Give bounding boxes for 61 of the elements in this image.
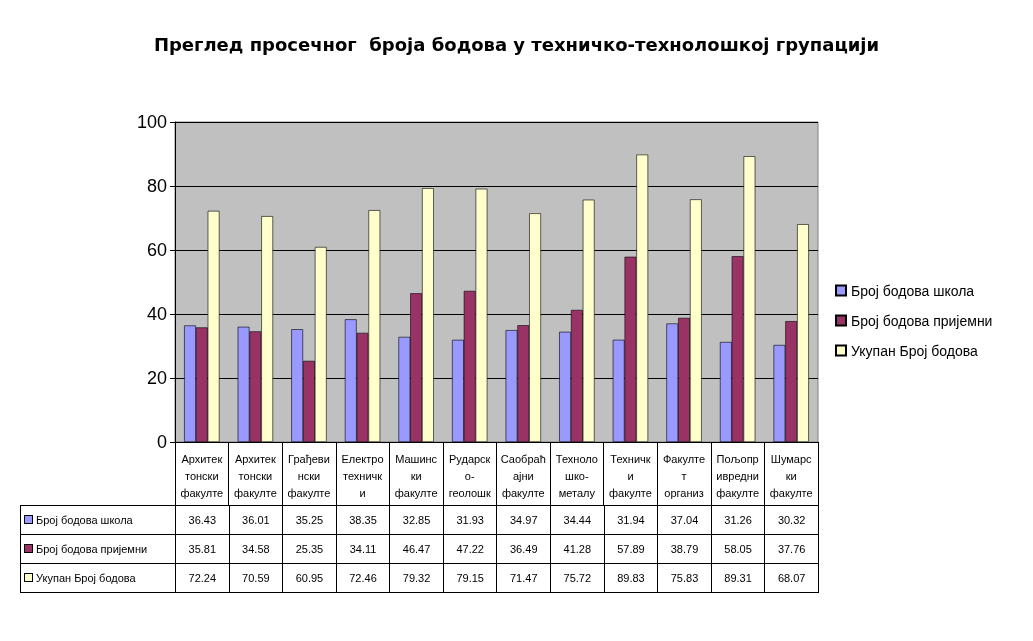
x-tick-label: Електро техничк и <box>341 452 384 499</box>
y-tick-label: 20 <box>146 368 167 388</box>
data-label: 41.28 <box>550 534 605 564</box>
x-tick-label: Техничк и факулте <box>609 452 652 499</box>
x-tick-label: Грађеви нски факулте <box>287 452 331 499</box>
data-label: 34.58 <box>229 534 283 564</box>
y-tick-label: 80 <box>146 176 167 196</box>
data-label: 30.32 <box>764 505 819 535</box>
data-label: 89.31 <box>711 563 765 593</box>
data-label: 35.25 <box>282 505 337 535</box>
data-label: 35.81 <box>175 534 230 564</box>
data-label: 36.43 <box>175 505 230 535</box>
data-label: 34.97 <box>496 505 551 535</box>
data-label: 37.04 <box>657 505 712 535</box>
data-label: 57.89 <box>604 534 658 564</box>
y-tick-label: 60 <box>146 240 167 260</box>
data-label: 47.22 <box>443 534 497 564</box>
data-label: 72.46 <box>336 563 390 593</box>
text: Број бодова школа <box>36 514 133 526</box>
x-tick-label: Факулте т организ <box>662 452 706 499</box>
data-label: 34.11 <box>336 534 390 564</box>
data-label: 71.47 <box>496 563 551 593</box>
data-label: 68.07 <box>764 563 819 593</box>
data-label: 79.15 <box>443 563 497 593</box>
data-label: 58.05 <box>711 534 765 564</box>
text: Укупан Број бодова <box>36 572 136 584</box>
x-tick-label: Машинс ки факулте <box>394 452 438 499</box>
data-label: 34.44 <box>550 505 605 535</box>
data-label: 46.47 <box>389 534 444 564</box>
data-label: 89.83 <box>604 563 658 593</box>
data-label: 32.85 <box>389 505 444 535</box>
data-label: 38.35 <box>336 505 390 535</box>
x-tick-label: Рударск о- геолошк <box>448 452 491 499</box>
text: Број бодова пријемни <box>36 543 148 555</box>
data-label: 25.35 <box>282 534 337 564</box>
legend-label: Број бодова пријемни <box>851 312 993 329</box>
chart-title: Преглед просечног броја бодова у техничко-технолошкој групацији <box>153 33 880 55</box>
data-label: 75.72 <box>550 563 605 593</box>
data-label: 75.83 <box>657 563 712 593</box>
x-tick-label: Шумарс ки факулте <box>769 452 813 499</box>
data-label: 37.76 <box>764 534 819 564</box>
data-label: 60.95 <box>282 563 337 593</box>
data-label: 70.59 <box>229 563 283 593</box>
data-label: 36.01 <box>229 505 283 535</box>
x-tick-label: Техноло шко- металу <box>555 452 598 499</box>
data-label: 31.93 <box>443 505 497 535</box>
x-tick-label: Пољопр ивредни факулте <box>716 452 760 499</box>
data-label: 31.26 <box>711 505 765 535</box>
data-label: 38.79 <box>657 534 712 564</box>
data-label: 31.94 <box>604 505 658 535</box>
data-label: 72.24 <box>175 563 230 593</box>
data-label: 79.32 <box>389 563 444 593</box>
x-tick-label: Архитек тонски факулте <box>233 452 277 499</box>
y-tick-label: 0 <box>156 432 167 452</box>
legend-label: Број бодова школа <box>851 282 975 299</box>
legend-label: Укупан Број бодова <box>851 342 979 359</box>
x-tick-label: Архитек тонски факулте <box>180 452 224 499</box>
y-tick-label: 40 <box>146 304 167 324</box>
y-tick-label: 100 <box>136 112 167 132</box>
data-label: 36.49 <box>496 534 551 564</box>
x-tick-label: Саобраћ ајни факулте <box>500 452 546 499</box>
